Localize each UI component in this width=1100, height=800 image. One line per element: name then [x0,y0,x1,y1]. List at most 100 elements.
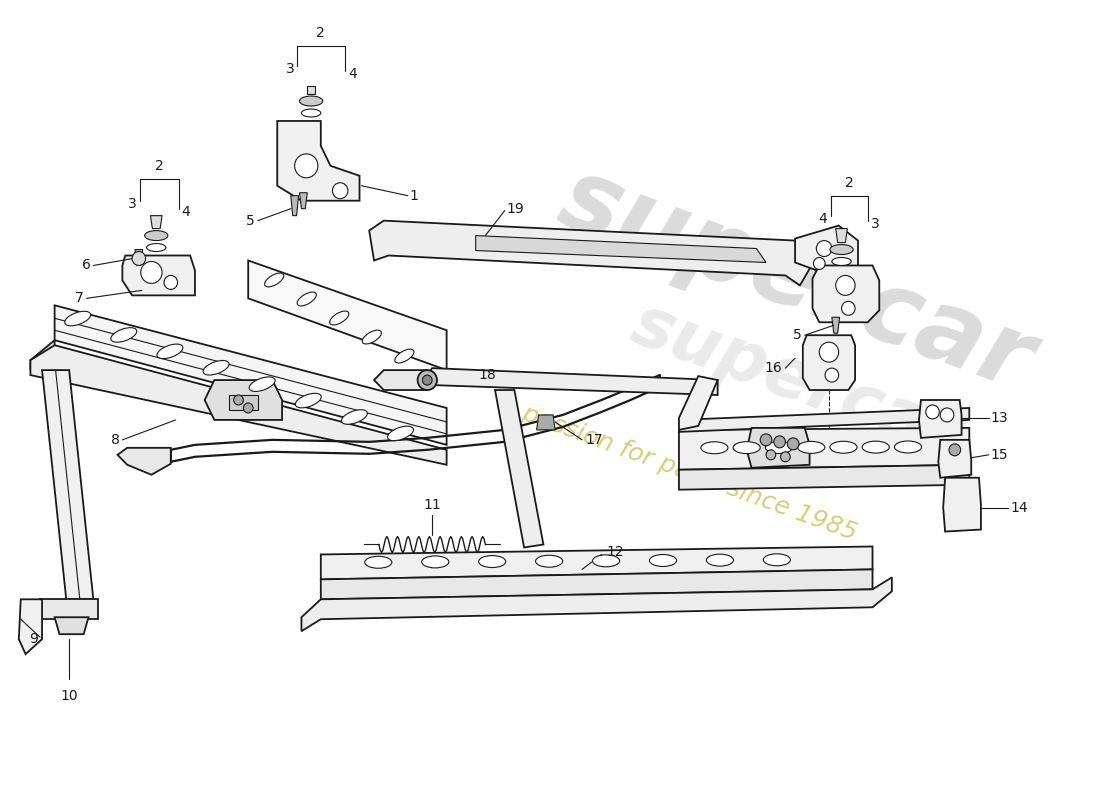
Ellipse shape [387,426,414,441]
Text: 15: 15 [991,448,1009,462]
Text: 12: 12 [606,546,624,559]
Polygon shape [679,408,969,432]
Polygon shape [679,428,969,470]
Ellipse shape [111,328,136,342]
Polygon shape [832,318,839,334]
Text: supercar: supercar [621,290,968,470]
Ellipse shape [733,442,760,454]
Text: 2: 2 [845,176,854,190]
Text: 11: 11 [424,498,441,512]
Ellipse shape [299,96,322,106]
Polygon shape [918,400,961,438]
Polygon shape [370,221,814,286]
Circle shape [842,302,855,315]
Text: 3: 3 [870,217,879,230]
Ellipse shape [536,555,563,567]
Text: 7: 7 [75,291,84,306]
Polygon shape [31,340,55,370]
Circle shape [164,275,177,290]
Circle shape [132,251,145,266]
Polygon shape [537,415,556,430]
Ellipse shape [395,349,414,363]
Ellipse shape [157,344,183,358]
Ellipse shape [478,555,506,567]
Ellipse shape [204,361,229,375]
Polygon shape [475,235,766,262]
Polygon shape [747,428,810,468]
Text: 1: 1 [410,189,419,202]
Circle shape [781,452,790,462]
Polygon shape [795,226,858,278]
Ellipse shape [295,394,321,408]
Polygon shape [679,465,969,490]
Polygon shape [427,368,717,395]
Polygon shape [307,86,315,94]
Text: 3: 3 [286,62,295,76]
Polygon shape [31,345,447,465]
Text: 6: 6 [81,258,90,273]
Ellipse shape [701,442,728,454]
Text: 10: 10 [60,689,78,703]
Ellipse shape [362,330,382,344]
Text: 4: 4 [348,67,356,81]
Circle shape [422,375,432,385]
Circle shape [760,434,772,446]
Polygon shape [277,121,360,201]
Polygon shape [229,395,257,410]
Polygon shape [813,266,879,322]
Circle shape [926,405,939,419]
Polygon shape [679,376,717,430]
Text: 14: 14 [1011,501,1028,514]
Polygon shape [943,478,981,531]
Polygon shape [55,618,88,634]
Polygon shape [42,370,94,599]
Text: 2: 2 [317,26,326,40]
Text: 19: 19 [507,202,525,216]
Polygon shape [19,599,42,654]
Circle shape [820,342,838,362]
Polygon shape [938,440,971,478]
Polygon shape [290,196,298,216]
Circle shape [773,436,785,448]
Circle shape [949,444,960,456]
Text: 4: 4 [182,205,190,218]
Polygon shape [205,380,282,420]
Ellipse shape [330,311,349,325]
Polygon shape [374,370,437,390]
Circle shape [940,408,954,422]
Circle shape [332,182,348,198]
Ellipse shape [763,554,791,566]
Ellipse shape [894,441,922,453]
Ellipse shape [829,245,854,254]
Text: 9: 9 [30,632,38,646]
Text: 13: 13 [991,411,1009,425]
Ellipse shape [832,258,851,266]
Polygon shape [135,250,143,266]
Polygon shape [836,229,847,242]
Polygon shape [118,448,170,474]
Ellipse shape [593,555,619,567]
Polygon shape [321,570,872,599]
Circle shape [825,368,838,382]
Circle shape [836,275,855,295]
Circle shape [233,395,243,405]
Polygon shape [299,193,307,209]
Circle shape [295,154,318,178]
Ellipse shape [65,311,90,326]
Polygon shape [249,261,447,370]
Text: 3: 3 [128,197,136,210]
Ellipse shape [146,243,166,251]
Polygon shape [803,335,855,390]
Polygon shape [40,599,98,619]
Ellipse shape [766,442,792,454]
Ellipse shape [250,377,275,391]
Polygon shape [301,578,892,631]
Circle shape [766,450,775,460]
Text: supercar: supercar [546,150,1045,410]
Polygon shape [55,306,447,445]
Circle shape [816,241,832,257]
Ellipse shape [297,292,317,306]
Circle shape [243,403,253,413]
Text: 4: 4 [818,212,827,226]
Polygon shape [495,390,543,547]
